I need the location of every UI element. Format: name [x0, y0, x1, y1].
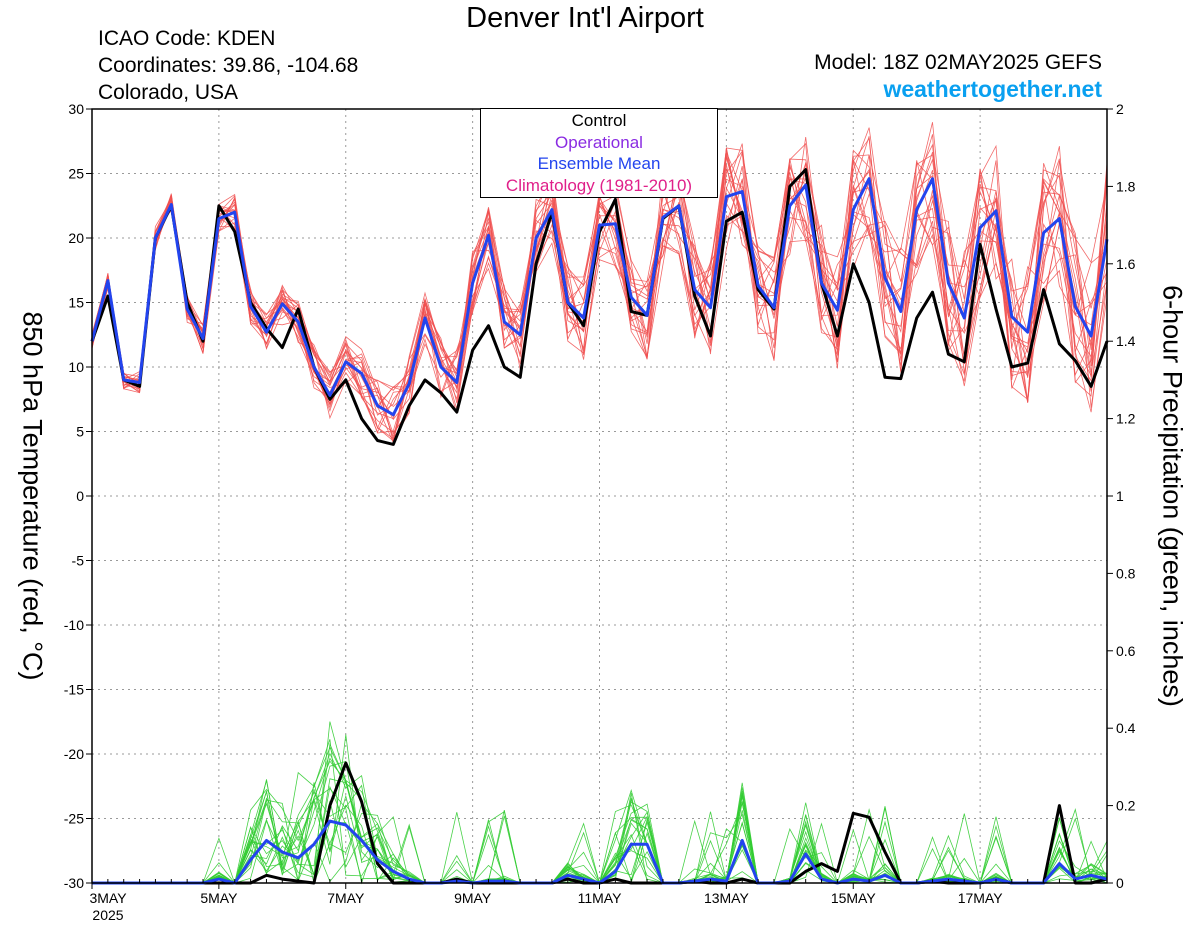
- site-link[interactable]: weathertogether.net: [883, 76, 1102, 102]
- x-tick-label: 5MAY: [200, 890, 238, 906]
- y2-tick-label: 0: [1116, 875, 1124, 891]
- temperature-member-line: [91, 136, 1108, 434]
- x-tick-label: 3MAY: [89, 890, 127, 906]
- ensemble-mean-temperature-line: [90, 177, 1109, 417]
- y-tick-label: 25: [68, 166, 84, 182]
- y-tick-label: 30: [68, 101, 84, 117]
- precipitation-member-line: [92, 757, 1108, 884]
- page-title: Denver Int'l Airport: [466, 2, 704, 34]
- x-tick-label: 7MAY: [327, 890, 365, 906]
- y2-tick-label: 0.2: [1116, 798, 1136, 814]
- x-tick-label: 9MAY: [454, 890, 492, 906]
- y-tick-label: 10: [68, 359, 84, 375]
- region: Colorado, USA: [98, 81, 239, 104]
- precipitation-member-line: [92, 760, 1108, 884]
- y2-tick-label: 0.6: [1116, 643, 1136, 659]
- icao-code: ICAO Code: KDEN: [98, 27, 276, 50]
- y2-tick-label: 1.8: [1116, 178, 1136, 194]
- y2-tick-label: 1.6: [1116, 256, 1136, 272]
- y-tick-label: -20: [64, 746, 84, 762]
- coordinates: Coordinates: 39.86, -104.68: [98, 54, 359, 77]
- x-tick-label: 11MAY: [578, 890, 622, 906]
- temperature-member-line: [91, 151, 1108, 445]
- y-tick-label: 20: [68, 230, 84, 246]
- temperature-member-line: [91, 155, 1108, 409]
- y-tick-label: -30: [64, 875, 84, 891]
- x-tick-label: 15MAY: [831, 890, 877, 906]
- y-tick-label: -25: [64, 811, 84, 827]
- y-tick-label: 15: [68, 295, 84, 311]
- y2-tick-label: 0.4: [1116, 720, 1136, 736]
- model-label: Model: 18Z 02MAY2025 GEFS: [814, 51, 1102, 74]
- legend: Control Operational Ensemble Mean Climat…: [480, 108, 718, 198]
- y2-tick-label: 1: [1116, 488, 1124, 504]
- x-tick-label: 13MAY: [704, 890, 750, 906]
- legend-climatology: Climatology (1981-2010): [505, 175, 693, 195]
- y2-tick-label: 2: [1116, 101, 1124, 117]
- y-tick-label: 5: [76, 424, 84, 440]
- y-tick-label: -10: [64, 617, 84, 633]
- temperature-member-line: [91, 148, 1108, 430]
- legend-ensemble-mean: Ensemble Mean: [537, 154, 661, 173]
- y2-tick-label: 1.4: [1116, 333, 1136, 349]
- legend-operational: Operational: [555, 132, 643, 152]
- y2-tick-label: 0.8: [1116, 565, 1136, 581]
- y-tick-label: -5: [72, 553, 85, 569]
- axis-layer: 302520151050-5-10-15-20-25-3021.81.61.41…: [64, 101, 1136, 923]
- legend-control: Control: [571, 111, 627, 130]
- x-tick-sublabel: 2025: [92, 907, 123, 923]
- x-tick-label: 17MAY: [958, 890, 1004, 906]
- y-tick-label: -15: [64, 682, 84, 698]
- y2-tick-label: 1.2: [1116, 411, 1136, 427]
- y-tick-label: 0: [76, 488, 84, 504]
- precipitation-member-line: [92, 760, 1108, 884]
